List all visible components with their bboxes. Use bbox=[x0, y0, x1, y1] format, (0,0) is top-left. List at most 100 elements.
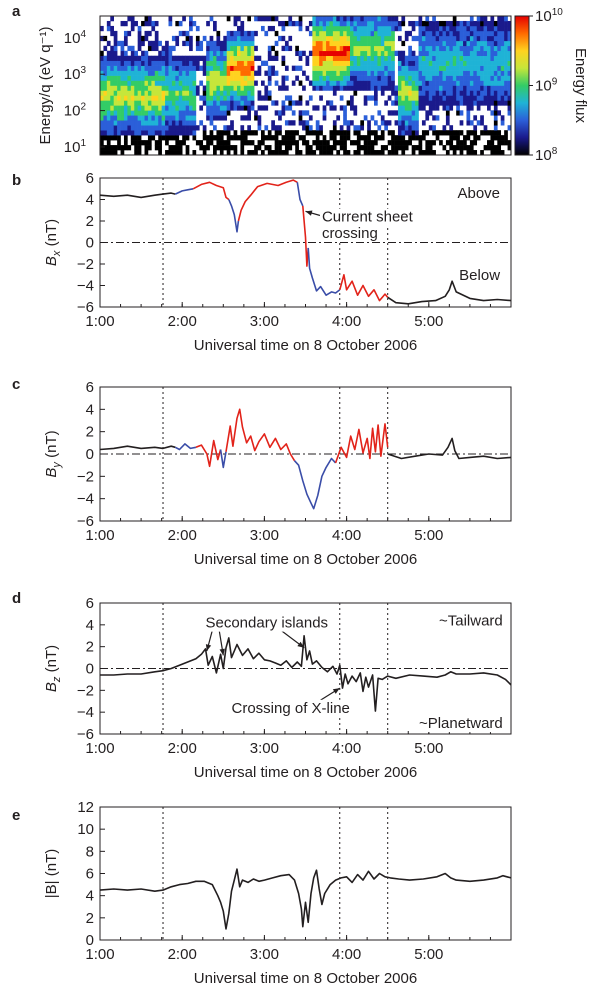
heatmap-cell bbox=[130, 75, 135, 81]
heatmap-cell bbox=[185, 125, 190, 131]
heatmap-cell bbox=[353, 85, 358, 91]
heatmap-cell bbox=[288, 135, 293, 141]
heatmap-cell bbox=[219, 40, 224, 47]
heatmap-cell bbox=[350, 35, 354, 42]
heatmap-cell bbox=[329, 20, 334, 27]
heatmap-cell bbox=[343, 130, 347, 136]
heatmap-cell bbox=[343, 65, 347, 71]
heatmap-cell bbox=[161, 90, 166, 96]
heatmap-cell bbox=[161, 110, 166, 116]
heatmap-cell bbox=[151, 40, 156, 47]
heatmap-cell bbox=[415, 90, 419, 96]
heatmap-cell bbox=[408, 75, 412, 81]
heatmap-cell bbox=[192, 90, 197, 96]
heatmap-cell bbox=[237, 25, 241, 32]
heatmap-cell bbox=[120, 20, 125, 27]
heatmap-cell bbox=[137, 25, 142, 32]
heatmap-cell bbox=[315, 105, 320, 111]
heatmap-cell bbox=[322, 110, 327, 116]
heatmap-cell bbox=[100, 150, 104, 155]
heatmap-cell bbox=[154, 40, 159, 47]
heatmap-cell bbox=[466, 75, 471, 81]
heatmap-cell bbox=[404, 65, 409, 71]
heatmap-cell bbox=[339, 35, 344, 42]
heatmap-cell bbox=[123, 115, 128, 121]
heatmap-cell bbox=[483, 145, 488, 151]
heatmap-cell bbox=[387, 70, 392, 76]
heatmap-cell bbox=[411, 35, 416, 42]
heatmap-cell bbox=[356, 16, 361, 22]
heatmap-cell bbox=[281, 45, 286, 52]
heatmap-cell bbox=[271, 125, 275, 131]
heatmap-cell bbox=[336, 55, 341, 61]
heatmap-cell bbox=[384, 40, 388, 47]
heatmap-cell bbox=[154, 30, 159, 37]
heatmap-cell bbox=[507, 70, 511, 76]
heatmap-cell bbox=[127, 45, 132, 52]
heatmap-cell bbox=[397, 70, 402, 76]
heatmap-cell bbox=[106, 20, 111, 27]
heatmap-cell bbox=[332, 50, 337, 57]
heatmap-cell bbox=[360, 125, 365, 131]
heatmap-cell bbox=[158, 110, 162, 116]
y-axis-symbol: B bbox=[43, 682, 60, 692]
heatmap-cell bbox=[113, 85, 118, 91]
heatmap-cell bbox=[469, 100, 474, 106]
heatmap-cell bbox=[370, 60, 375, 66]
heatmap-cell bbox=[178, 30, 183, 37]
heatmap-cell bbox=[120, 150, 125, 155]
heatmap-cell bbox=[353, 40, 358, 47]
heatmap-cell bbox=[353, 110, 358, 116]
heatmap-cell bbox=[168, 125, 173, 131]
heatmap-cell bbox=[250, 150, 255, 155]
heatmap-cell bbox=[507, 90, 511, 96]
heatmap-cell bbox=[332, 90, 337, 96]
heatmap-cell bbox=[123, 60, 128, 66]
heatmap-cell bbox=[295, 20, 299, 27]
heatmap-cell bbox=[421, 120, 426, 126]
heatmap-cell bbox=[240, 125, 245, 131]
heatmap-cell bbox=[175, 145, 180, 151]
heatmap-cell bbox=[356, 45, 361, 52]
heatmap-cell bbox=[418, 30, 423, 37]
heatmap-cell bbox=[449, 140, 454, 146]
heatmap-cell bbox=[230, 70, 234, 76]
heatmap-cell bbox=[377, 75, 382, 81]
heatmap-cell bbox=[356, 85, 361, 91]
heatmap-cell bbox=[418, 95, 423, 101]
heatmap-cell bbox=[278, 130, 282, 136]
heatmap-cell bbox=[302, 135, 306, 141]
heatmap-cell bbox=[360, 85, 365, 91]
heatmap-cell bbox=[312, 50, 317, 57]
panel-label: e bbox=[12, 807, 20, 824]
heatmap-cell bbox=[377, 85, 382, 91]
heatmap-cell bbox=[295, 50, 299, 57]
heatmap-cell bbox=[223, 105, 228, 111]
heatmap-cell bbox=[452, 80, 457, 86]
heatmap-cell bbox=[151, 75, 156, 81]
heatmap-cell bbox=[274, 110, 279, 116]
heatmap-cell bbox=[456, 90, 460, 96]
heatmap-cell bbox=[120, 120, 125, 126]
heatmap-cell bbox=[391, 135, 395, 141]
heatmap-cell bbox=[445, 75, 450, 81]
heatmap-cell bbox=[226, 100, 231, 106]
heatmap-cell bbox=[343, 145, 347, 151]
heatmap-cell bbox=[144, 100, 149, 106]
heatmap-cell bbox=[326, 60, 330, 66]
heatmap-cell bbox=[113, 80, 118, 86]
heatmap-cell bbox=[411, 95, 416, 101]
heatmap-cell bbox=[469, 55, 474, 61]
heatmap-cell bbox=[332, 140, 337, 146]
heatmap-cell bbox=[192, 110, 197, 116]
heatmap-cell bbox=[147, 20, 152, 27]
heatmap-cell bbox=[199, 80, 204, 86]
heatmap-cell bbox=[380, 65, 385, 71]
heatmap-cell bbox=[185, 100, 190, 106]
heatmap-cell bbox=[291, 110, 296, 116]
heatmap-cell bbox=[206, 140, 210, 146]
heatmap-cell bbox=[421, 70, 426, 76]
heatmap-cell bbox=[209, 70, 214, 76]
heatmap-cell bbox=[206, 80, 210, 86]
heatmap-cell bbox=[500, 100, 505, 106]
